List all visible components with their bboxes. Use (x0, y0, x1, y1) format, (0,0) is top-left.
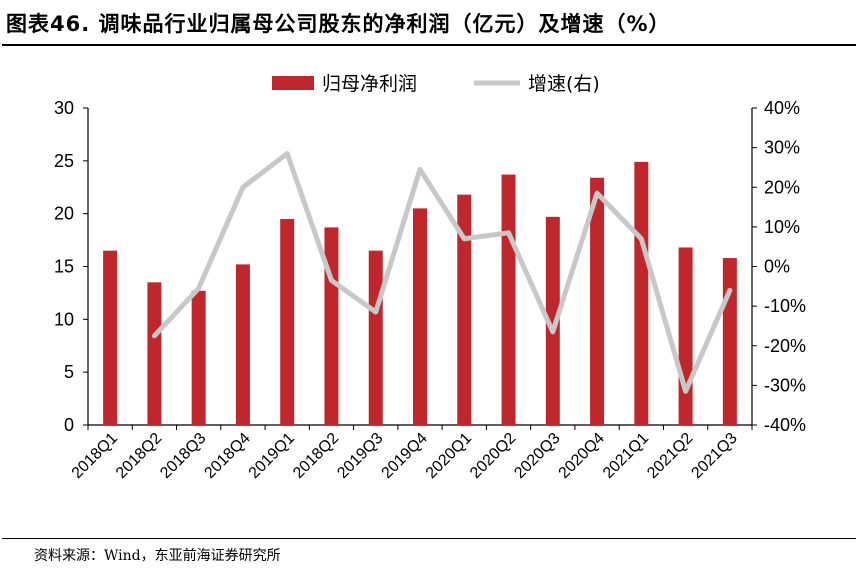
y-left-tick-label: 15 (54, 257, 74, 277)
x-tick-label: 2018Q3 (157, 430, 209, 482)
bar (590, 177, 605, 425)
y-left-tick-label: 20 (54, 204, 74, 224)
x-tick-label: 2020Q3 (511, 430, 563, 482)
x-tick-label: 2018Q1 (69, 430, 121, 482)
y-left-tick-label: 5 (64, 362, 74, 382)
bar (457, 194, 472, 425)
legend: 归母净利润 增速(右) (272, 73, 600, 95)
bar (678, 247, 693, 425)
y-right-tick-label: -40% (764, 415, 806, 435)
x-tick-label: 2021Q3 (688, 430, 740, 482)
bar (634, 161, 649, 425)
y-right-tick-label: 10% (764, 217, 800, 237)
legend-swatch-net-profit (272, 76, 314, 90)
y-left-tick-label: 10 (54, 309, 74, 329)
y-left-tick-label: 25 (54, 151, 74, 171)
x-tick-label: 2018Q2 (290, 430, 342, 482)
x-tick-label: 2020Q4 (556, 430, 608, 482)
bar-series (103, 161, 737, 425)
y-right-tick-label: 20% (764, 177, 800, 197)
y-left-tick-label: 30 (54, 98, 74, 118)
footer-rule (2, 538, 856, 539)
bar (147, 282, 162, 425)
title-rule (2, 44, 856, 46)
bar (545, 216, 560, 425)
combo-chart: 归母净利润 增速(右) 0 5 10 15 20 25 30 -40% -30% -20% -10%… (54, 73, 806, 482)
legend-label-net-profit: 归母净利润 (322, 73, 417, 95)
bar (103, 250, 118, 425)
y-left-tick-label: 0 (64, 415, 74, 435)
bar (324, 227, 339, 425)
x-tick-label: 2021Q1 (600, 430, 652, 482)
growth-line (151, 151, 733, 394)
x-tick-label: 2019Q1 (246, 430, 298, 482)
x-tick-label: 2019Q4 (379, 430, 431, 482)
source-note: 资料来源：Wind，东亚前海证券研究所 (34, 548, 281, 564)
bar (501, 174, 516, 425)
y-right-tick-label: -10% (764, 296, 806, 316)
x-tick-label: 2018Q4 (201, 430, 253, 482)
bar (191, 290, 206, 425)
y-right-tick-label: 0% (764, 257, 790, 277)
bar (280, 218, 295, 425)
bar (722, 258, 737, 425)
chart-title: 图表46. 调味品行业归属母公司股东的净利润（亿元）及增速（%） (6, 12, 671, 36)
x-tick-label: 2019Q3 (334, 430, 386, 482)
bar (235, 264, 250, 425)
bar (413, 208, 427, 425)
y-right-tick-label: -20% (764, 336, 806, 356)
x-tick-label: 2018Q2 (113, 430, 165, 482)
line-series (151, 151, 733, 394)
x-tick-label: 2020Q2 (467, 430, 519, 482)
y-right-tick-label: 30% (764, 138, 800, 158)
x-tick-label: 2020Q1 (423, 430, 475, 482)
y-right-tick-label: -30% (764, 375, 806, 395)
y-right-tick-label: 40% (764, 98, 800, 118)
x-tick-label: 2021Q2 (644, 430, 696, 482)
bar (368, 250, 383, 425)
legend-label-growth: 增速(右) (528, 73, 600, 95)
